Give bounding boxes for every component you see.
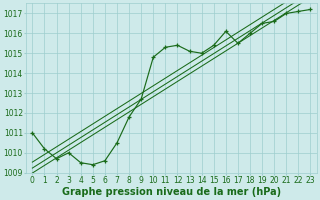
X-axis label: Graphe pression niveau de la mer (hPa): Graphe pression niveau de la mer (hPa): [62, 187, 281, 197]
